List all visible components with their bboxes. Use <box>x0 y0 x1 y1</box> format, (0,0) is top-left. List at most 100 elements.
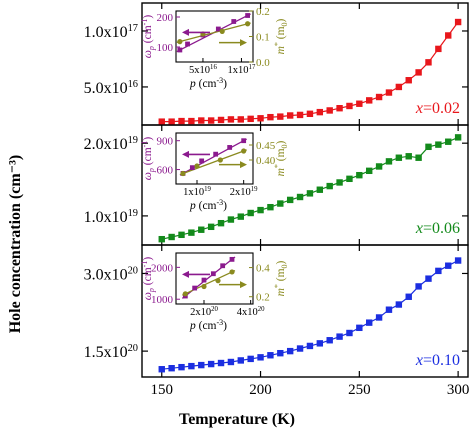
data-point <box>385 89 393 96</box>
data-point <box>227 116 235 123</box>
inset-x-tick-label: 5x1016 <box>189 64 217 76</box>
inset-mass-fit-line <box>176 22 251 44</box>
data-point <box>425 59 432 66</box>
x-tick-label: 250 <box>348 382 371 398</box>
inset-omega-point <box>229 256 235 262</box>
data-point <box>366 167 373 175</box>
x-tick-label: 150 <box>151 382 174 398</box>
data-point <box>188 229 195 236</box>
inset-y-tick-label: 2000 <box>151 262 174 274</box>
panel-bottom: 150 200 250 300 1.5x1020 3.0x1020 x=0.10 2x1020… <box>84 244 469 398</box>
data-point <box>257 354 264 361</box>
inset-y2-label: m* (m0) <box>273 140 289 176</box>
data-point <box>257 115 264 122</box>
inset-x-tick-label: 1x1017 <box>228 64 256 76</box>
data-point <box>247 115 254 123</box>
data-point <box>257 206 264 214</box>
data-point <box>178 117 185 125</box>
data-point <box>207 117 215 124</box>
data-point <box>405 77 412 84</box>
data-point <box>247 209 254 217</box>
inset-frame <box>175 132 254 185</box>
data-point <box>306 110 314 118</box>
data-point <box>445 32 452 39</box>
data-point <box>336 179 343 186</box>
data-point <box>336 105 343 112</box>
panel-label: x=0.06 <box>415 220 460 237</box>
x-tick-label: 200 <box>249 382 272 398</box>
inset-y2-tick-label: 0.0 <box>256 57 270 69</box>
data-point <box>454 18 462 26</box>
data-point <box>395 83 403 91</box>
inset-right-arrow-head <box>240 281 247 289</box>
data-point <box>178 231 185 239</box>
data-point <box>415 283 422 290</box>
panel-label: x=0.10 <box>415 352 460 369</box>
data-point <box>375 163 383 170</box>
inset-mass-point <box>229 269 235 275</box>
inset: 2x1020 4x1020 1000 2000 0.2 0.4 p (cm-3) ωp (cm… <box>140 252 289 332</box>
data-point <box>217 219 225 227</box>
data-point <box>227 358 235 366</box>
panel-top: 5.0x1016 1.0x1017 x=0.02 5x1016 1x1017 100 200… <box>84 2 469 126</box>
inset-omega-point <box>245 13 251 18</box>
y-tick-label: 2.0x1019 <box>84 135 138 153</box>
data-point <box>454 257 462 264</box>
data-point <box>158 118 165 125</box>
data-point <box>346 175 353 183</box>
data-point <box>366 319 373 326</box>
data-point <box>286 112 294 119</box>
y-tick-label: 5.0x1016 <box>84 79 138 97</box>
data-point <box>445 138 452 145</box>
data-point <box>326 182 333 190</box>
inset-x-label: p (cm-3) <box>189 318 227 332</box>
inset-mass-point <box>180 170 186 177</box>
inset-right-arrow-head <box>240 39 247 47</box>
data-point <box>336 333 343 340</box>
data-point <box>316 186 324 193</box>
data-point <box>277 200 284 207</box>
data-point <box>405 293 412 300</box>
inset-omega-point <box>231 19 237 24</box>
y-tick-label: 1.5x1020 <box>84 343 138 361</box>
data-point <box>346 329 353 337</box>
data-point <box>375 314 383 321</box>
inset-mass-fit-line <box>179 149 247 176</box>
inset-y-tick-label: 600 <box>157 165 174 177</box>
data-point <box>267 352 274 359</box>
data-point <box>445 262 452 269</box>
data-point <box>375 93 383 101</box>
data-point <box>198 361 205 369</box>
y-tick-label: 1.0x1019 <box>84 208 138 226</box>
inset-mass-point <box>201 283 207 290</box>
inset-y2-tick-label: 0.4 <box>256 263 270 275</box>
data-point <box>207 360 215 368</box>
inset-mass-point <box>215 278 221 284</box>
data-point <box>237 213 244 220</box>
plot-frame <box>141 244 469 378</box>
data-point <box>237 116 244 123</box>
inset-mass-fit-line <box>182 269 236 296</box>
inset-y-tick-label: 900 <box>157 136 174 148</box>
data-point <box>326 107 333 114</box>
inset-mass-point <box>182 291 188 297</box>
data-point <box>168 365 175 372</box>
inset-frame <box>175 252 254 305</box>
inset-y2-label: m* (m0) <box>273 260 289 296</box>
data-point <box>286 347 294 355</box>
inset-y-tick-label: 200 <box>157 12 174 24</box>
inset-y-label: ωp (cm-1) <box>140 137 156 181</box>
data-point <box>356 171 363 179</box>
data-point <box>237 357 244 364</box>
inset-omega-point <box>177 47 183 53</box>
inset-mass-point <box>194 163 200 169</box>
inset-y-tick-label: 100 <box>157 42 174 54</box>
inset-x-label: p (cm-3) <box>189 198 227 212</box>
inset-x-tick-label: 2x1019 <box>230 186 258 198</box>
y-tick-label: 1.0x1017 <box>84 23 138 41</box>
inset-omega-point <box>220 263 226 269</box>
inset-mass-point <box>217 157 223 163</box>
data-point <box>198 117 205 124</box>
inset-omega-point <box>241 138 247 144</box>
inset-y2-label: m* (m0) <box>273 18 289 54</box>
